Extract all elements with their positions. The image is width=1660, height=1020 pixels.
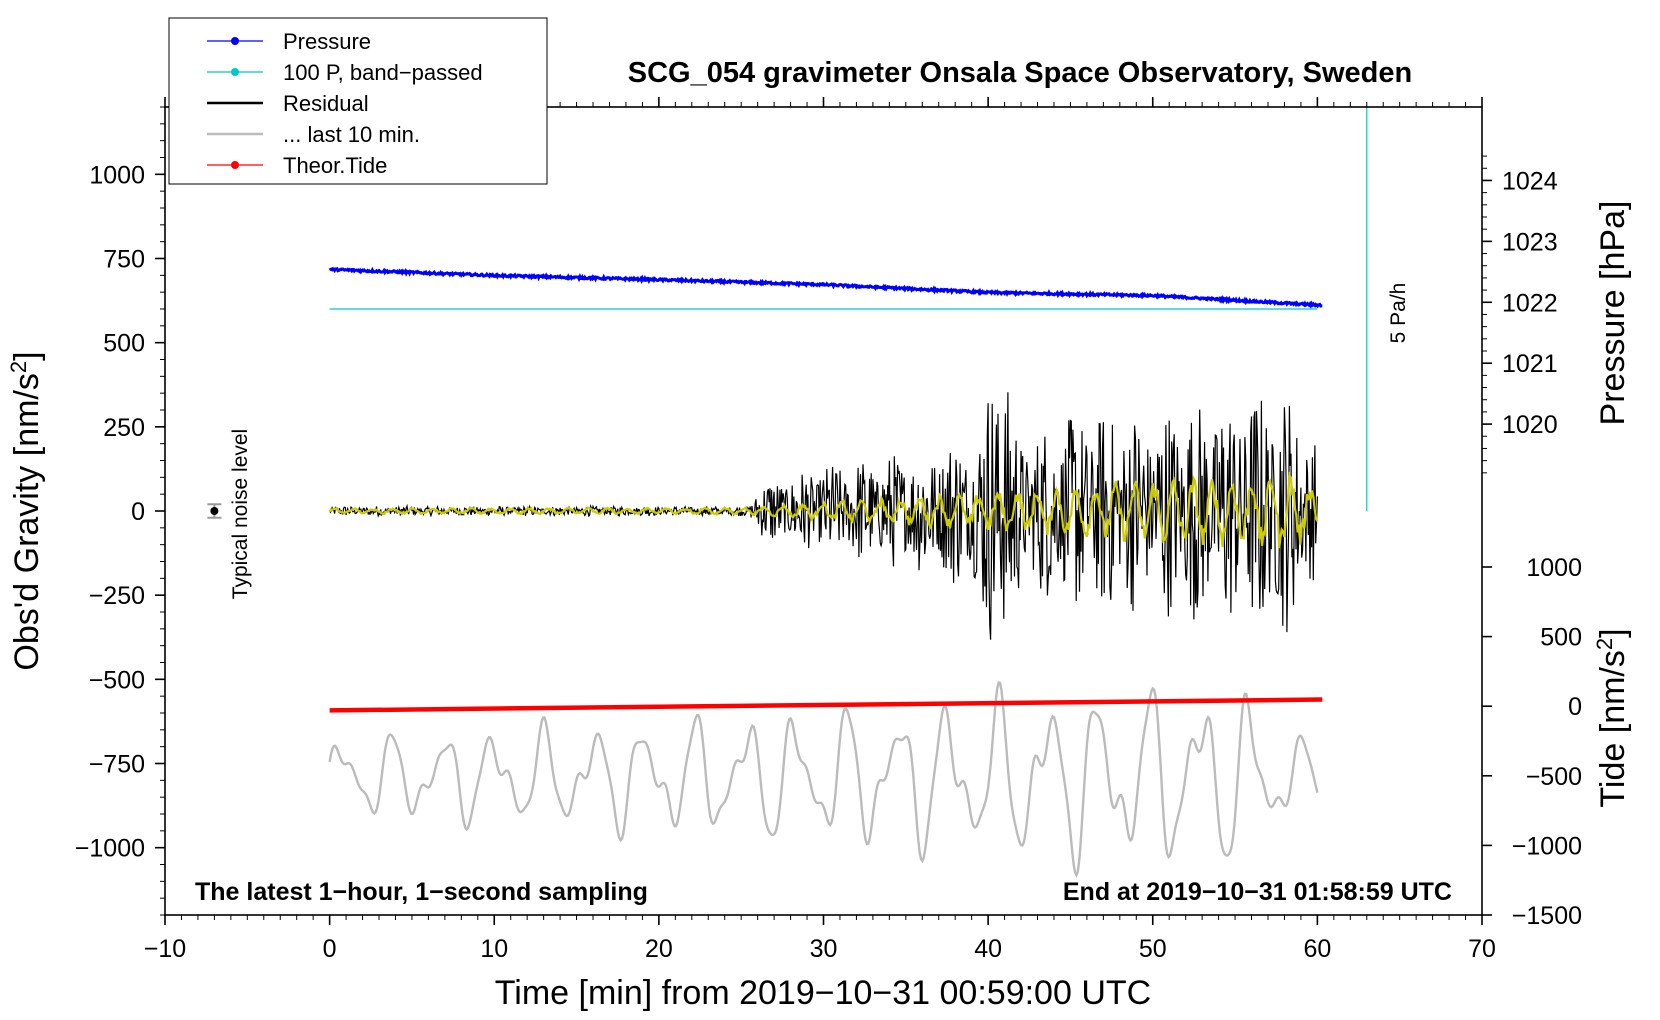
- y-tick-label-gravity-2: 500: [103, 330, 145, 358]
- legend-label-pressure: Pressure: [283, 29, 371, 54]
- legend-marker-tide: [231, 161, 239, 169]
- x-tick-label-0: −10: [144, 935, 186, 963]
- legend-marker-pressure: [231, 37, 239, 45]
- annotation-noise-level: Typical noise level: [229, 429, 252, 599]
- y-axis-title-gravity-sup: 2: [6, 361, 31, 373]
- x-tick-label-3: 20: [645, 935, 673, 963]
- x-tick-label-4: 30: [810, 935, 838, 963]
- series-theor-tide: [329, 697, 1323, 713]
- y-tick-label-pressure-3: 1021: [1502, 350, 1558, 378]
- x-tick-label-2: 10: [480, 935, 508, 963]
- y-axis-title-pressure: Pressure [hPa]: [1594, 201, 1632, 426]
- y-tick-label-gravity-1: 750: [103, 246, 145, 274]
- chart-title: SCG_054 gravimeter Onsala Space Observat…: [628, 57, 1412, 89]
- y-tick-label-gravity-4: 0: [131, 498, 145, 526]
- legend-label-residual: Residual: [283, 91, 369, 116]
- series-residual-overlay: [328, 471, 1319, 549]
- axis-ticks: −10 0 10 20 30 40 50 60 7010007505002500−250−500…: [75, 97, 1582, 963]
- series-pressure: [328, 266, 1323, 309]
- noise-marker: [210, 507, 219, 515]
- x-tick-label-5: 40: [974, 935, 1002, 963]
- x-tick-label-8: 70: [1468, 935, 1496, 963]
- annotation-sampling: The latest 1−hour, 1−second sampling: [195, 878, 648, 906]
- y-tick-label-pressure-2: 1022: [1502, 289, 1558, 317]
- legend-label-tide: Theor.Tide: [283, 153, 387, 178]
- y-axis-title-tide: Tide [nm/s2]: [1592, 628, 1633, 807]
- series-residual: [329, 392, 1318, 640]
- x-tick-label-7: 60: [1303, 935, 1331, 963]
- y-tick-label-tide-1: 500: [1540, 624, 1582, 652]
- x-axis-title: Time [min] from 2019−10−31 00:59:00 UTC: [495, 974, 1151, 1012]
- legend: Pressure 100 P, band−passed Residual ...…: [168, 17, 548, 185]
- legend-box: [168, 17, 548, 185]
- y-tick-label-tide-0: 1000: [1526, 554, 1582, 582]
- y-tick-label-tide-4: −1000: [1512, 832, 1582, 860]
- x-tick-label-6: 50: [1139, 935, 1167, 963]
- y-axis-title-gravity: Obs'd Gravity [nm/s2]: [6, 351, 47, 670]
- y-tick-label-tide-5: −1500: [1512, 902, 1582, 930]
- y-tick-label-gravity-0: 1000: [89, 161, 145, 189]
- y-tick-label-gravity-6: −500: [89, 666, 145, 694]
- y-axis-title-gravity-close: ]: [8, 351, 46, 360]
- plot-data-layer: [207, 107, 1368, 878]
- legend-marker-bandpassed: [231, 68, 239, 76]
- y-axis-title-tide-close: ]: [1594, 628, 1632, 637]
- series-last-10-min: [328, 681, 1319, 878]
- y-axis-title-tide-sup: 2: [1592, 638, 1617, 650]
- x-tick-label-1: 0: [323, 935, 337, 963]
- y-tick-label-gravity-5: −250: [89, 582, 145, 610]
- annotation-pressure-rate: 5 Pa/h: [1387, 283, 1410, 344]
- y-tick-label-gravity-8: −1000: [75, 835, 145, 863]
- y-axis-title-tide-main: Tide [nm/s: [1594, 650, 1632, 807]
- y-tick-label-gravity-7: −750: [89, 751, 145, 779]
- y-tick-label-pressure-1: 1023: [1502, 228, 1558, 256]
- annotation-end-time: End at 2019−10−31 01:58:59 UTC: [1063, 878, 1452, 906]
- legend-label-bandpassed: 100 P, band−passed: [283, 60, 483, 85]
- y-tick-label-pressure-4: 1020: [1502, 411, 1558, 439]
- y-tick-label-tide-3: −500: [1526, 763, 1582, 791]
- y-axis-title-gravity-main: Obs'd Gravity [nm/s: [8, 373, 46, 670]
- y-tick-label-pressure-0: 1024: [1502, 167, 1558, 195]
- y-tick-label-tide-2: 0: [1568, 693, 1582, 721]
- y-tick-label-gravity-3: 250: [103, 414, 145, 442]
- legend-label-last10: ... last 10 min.: [283, 122, 420, 147]
